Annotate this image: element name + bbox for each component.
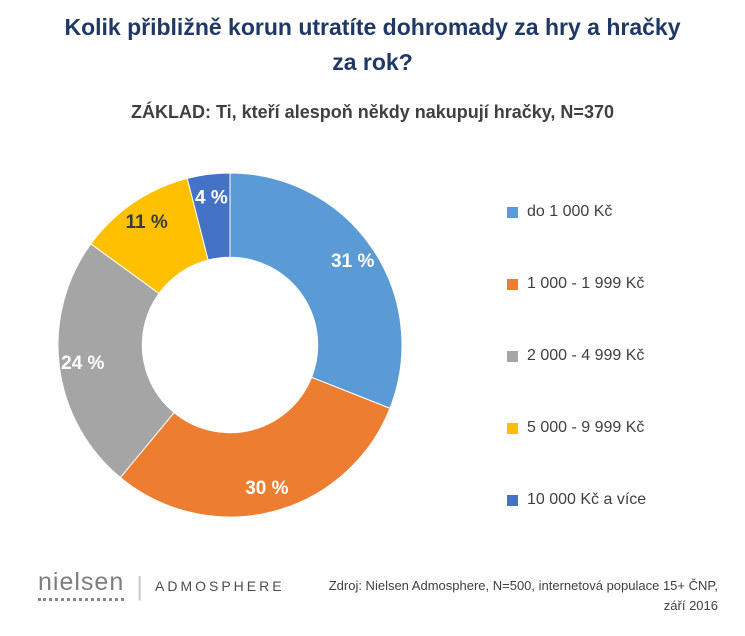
legend-item: 5 000 - 9 999 Kč — [507, 418, 646, 438]
legend-label: 1 000 - 1 999 Kč — [527, 275, 645, 292]
source-note: Zdroj: Nielsen Admosphere, N=500, intern… — [329, 576, 718, 616]
legend-label: 10 000 Kč a více — [527, 491, 647, 508]
legend-swatch — [507, 494, 518, 506]
legend-swatch — [507, 278, 518, 290]
slice-label-4: 4 % — [195, 187, 228, 208]
slice-label-0: 31 % — [331, 251, 374, 272]
legend-swatch — [507, 422, 518, 434]
donut-slice-0 — [229, 172, 403, 409]
legend-item: 1 000 - 1 999 Kč — [507, 274, 646, 294]
logo-separator: | — [136, 570, 143, 601]
legend-swatch — [507, 350, 518, 362]
source-line-2: září 2016 — [663, 598, 718, 614]
slice-label-2: 24 % — [61, 353, 104, 374]
legend-label: 5 000 - 9 999 Kč — [527, 419, 645, 436]
legend-item: 2 000 - 4 999 Kč — [507, 346, 646, 366]
legend-label: 2 000 - 4 999 Kč — [527, 347, 645, 364]
legend-item: 10 000 Kč a více — [507, 490, 646, 510]
donut-slice-2 — [57, 243, 175, 479]
source-line-1: Zdroj: Nielsen Admosphere, N=500, intern… — [328, 578, 718, 593]
donut-slice-1 — [119, 376, 391, 518]
chart-subtitle: ZÁKLAD: Ti, kteří alespoň někdy nakupují… — [131, 102, 614, 122]
logo-lockup: nielsen | ADMOSPHERE — [38, 570, 285, 601]
chart-title: Kolik přibližně korun utratíte dohromady… — [64, 14, 681, 75]
admosphere-logo: ADMOSPHERE — [155, 577, 285, 594]
legend-swatch — [507, 206, 518, 218]
slice-label-3: 11 % — [125, 212, 167, 233]
legend-item: do 1 000 Kč — [507, 202, 646, 222]
slice-label-1: 30 % — [245, 478, 288, 499]
donut-slice-4 — [186, 172, 231, 261]
legend-label: do 1 000 Kč — [527, 203, 613, 220]
legend: do 1 000 Kč 1 000 - 1 999 Kč 2 000 - 4 999… — [507, 202, 646, 562]
donut-chart: 31 % 30 % 24 % 11 % 4 % — [57, 172, 403, 518]
nielsen-logo: nielsen — [38, 570, 125, 601]
